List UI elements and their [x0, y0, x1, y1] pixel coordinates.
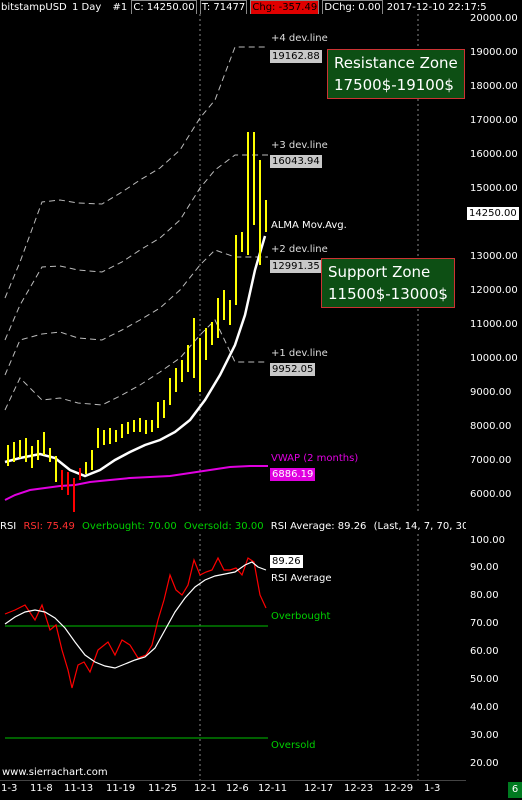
date-tick: 12-29: [384, 783, 414, 794]
price-tick: 7000.00: [470, 455, 512, 466]
date-tick: 12-17: [304, 783, 334, 794]
date-tick: 11-25: [148, 783, 178, 794]
chart-header: bitstampUSD 1 Day #1 C: 14250.00 T: 7147…: [0, 0, 522, 14]
chartbook-number-tab[interactable]: 6: [508, 782, 522, 798]
price-tick: 6000.00: [470, 489, 512, 500]
date-tick: 12-11: [258, 783, 288, 794]
rsi-axis[interactable]: 100.00 90.00 80.00 70.00 60.00 50.00 40.…: [466, 534, 522, 780]
support-zone-title: Support Zone: [328, 263, 431, 281]
oversold-label: Oversold: [271, 740, 316, 751]
dev3-label: +3 dev.line: [271, 140, 328, 151]
vwap-value-box: 6886.19: [270, 468, 316, 481]
rsi-chart[interactable]: [0, 534, 466, 780]
overbought-label: Overbought: [271, 611, 331, 622]
date-tick: 1-3: [1, 783, 18, 794]
rsi-average-label: RSI Average: [271, 573, 332, 584]
period-label: 1 Day: [71, 2, 102, 13]
datetime-label: 2017-12-10 22:17:5: [386, 2, 487, 13]
price-tick: 11000.00: [470, 319, 518, 330]
price-tick: 16000.00: [470, 149, 518, 160]
rsi-tick: 80.00: [470, 590, 499, 601]
resistance-zone-box: Resistance Zone 17500$-19100$: [327, 49, 465, 99]
vwap-label: VWAP (2 months): [271, 453, 359, 464]
rsi-tick: 90.00: [470, 562, 499, 573]
price-chart[interactable]: [0, 14, 466, 514]
price-candles-bear: [61, 468, 81, 512]
date-tick: 11-8: [30, 783, 53, 794]
dev4-value-box: 19162.88: [270, 50, 322, 63]
date-tick: 11-19: [106, 783, 136, 794]
date-tick: 12-23: [344, 783, 374, 794]
price-candles: [7, 132, 267, 482]
chart-number: #1: [112, 2, 128, 13]
rsi-params: (Last, 14, 7, 70, 30: [373, 521, 466, 532]
price-tick: 9000.00: [470, 387, 512, 398]
vwap-line: [4, 465, 268, 501]
rsi-tick: 50.00: [470, 674, 499, 685]
rsi-average-line: [4, 561, 267, 669]
price-tick: 17000.00: [470, 115, 518, 126]
dev4-line: [4, 46, 268, 299]
date-tick: 12-6: [226, 783, 249, 794]
date-axis[interactable]: [0, 780, 466, 800]
rsi-oversold-value: Oversold: 30.00: [183, 521, 264, 532]
dev2-label: +2 dev.line: [271, 244, 328, 255]
price-tick: 10000.00: [470, 353, 518, 364]
current-price-marker: 14250.00: [467, 207, 519, 220]
rsi-study-name: RSI: [0, 521, 17, 532]
close-value: C: 14250.00: [131, 0, 197, 14]
dev3-line: [4, 154, 268, 341]
support-zone-box: Support Zone 11500$-13000$: [321, 258, 455, 308]
rsi-header: RSI RSI: 75.49 Overbought: 70.00 Oversol…: [0, 520, 466, 534]
rsi-line: [4, 556, 267, 689]
price-tick: 20000.00: [470, 13, 518, 24]
rsi-overbought-value: Overbought: 70.00: [82, 521, 177, 532]
alma-label: ALMA Mov.Avg.: [271, 220, 347, 231]
symbol-label: bitstampUSD: [1, 2, 67, 13]
price-tick: 18000.00: [470, 81, 518, 92]
price-tick: 8000.00: [470, 421, 512, 432]
price-tick: 19000.00: [470, 47, 518, 58]
price-axis[interactable]: 20000.00 19000.00 18000.00 17000.00 1600…: [466, 13, 522, 514]
dev4-label: +4 dev.line: [271, 33, 328, 44]
dev1-value-box: 9952.05: [270, 363, 316, 376]
rsi-average-value-box: 89.26: [270, 555, 303, 568]
resistance-zone-title: Resistance Zone: [334, 54, 458, 72]
rsi-current-value: RSI: 75.49: [23, 521, 75, 532]
date-tick: 11-13: [64, 783, 94, 794]
dev2-value-box: 12991.35: [270, 260, 322, 273]
rsi-tick: 100.00: [470, 535, 505, 546]
date-tick: 12-1: [194, 783, 217, 794]
resistance-zone-range: 17500$-19100$: [334, 76, 454, 94]
date-tick: 1-3: [424, 783, 441, 794]
rsi-tick: 20.00: [470, 758, 499, 769]
rsi-tick: 30.00: [470, 730, 499, 741]
dev1-label: +1 dev.line: [271, 348, 328, 359]
price-tick: 12000.00: [470, 285, 518, 296]
support-zone-range: 11500$-13000$: [328, 285, 448, 303]
daily-change-value: DChg: 0.00: [322, 0, 383, 14]
dev2-line: [4, 249, 268, 376]
price-tick: 15000.00: [470, 183, 518, 194]
watermark: www.sierrachart.com: [2, 767, 108, 778]
rsi-tick: 60.00: [470, 646, 499, 657]
rsi-average-value: RSI Average: 89.26: [270, 521, 367, 532]
trades-value: T: 71477: [199, 0, 248, 14]
change-value: Chg: -357.49: [250, 0, 320, 14]
rsi-tick: 70.00: [470, 618, 499, 629]
price-tick: 13000.00: [470, 251, 518, 262]
dev3-value-box: 16043.94: [270, 155, 322, 168]
rsi-tick: 40.00: [470, 702, 499, 713]
